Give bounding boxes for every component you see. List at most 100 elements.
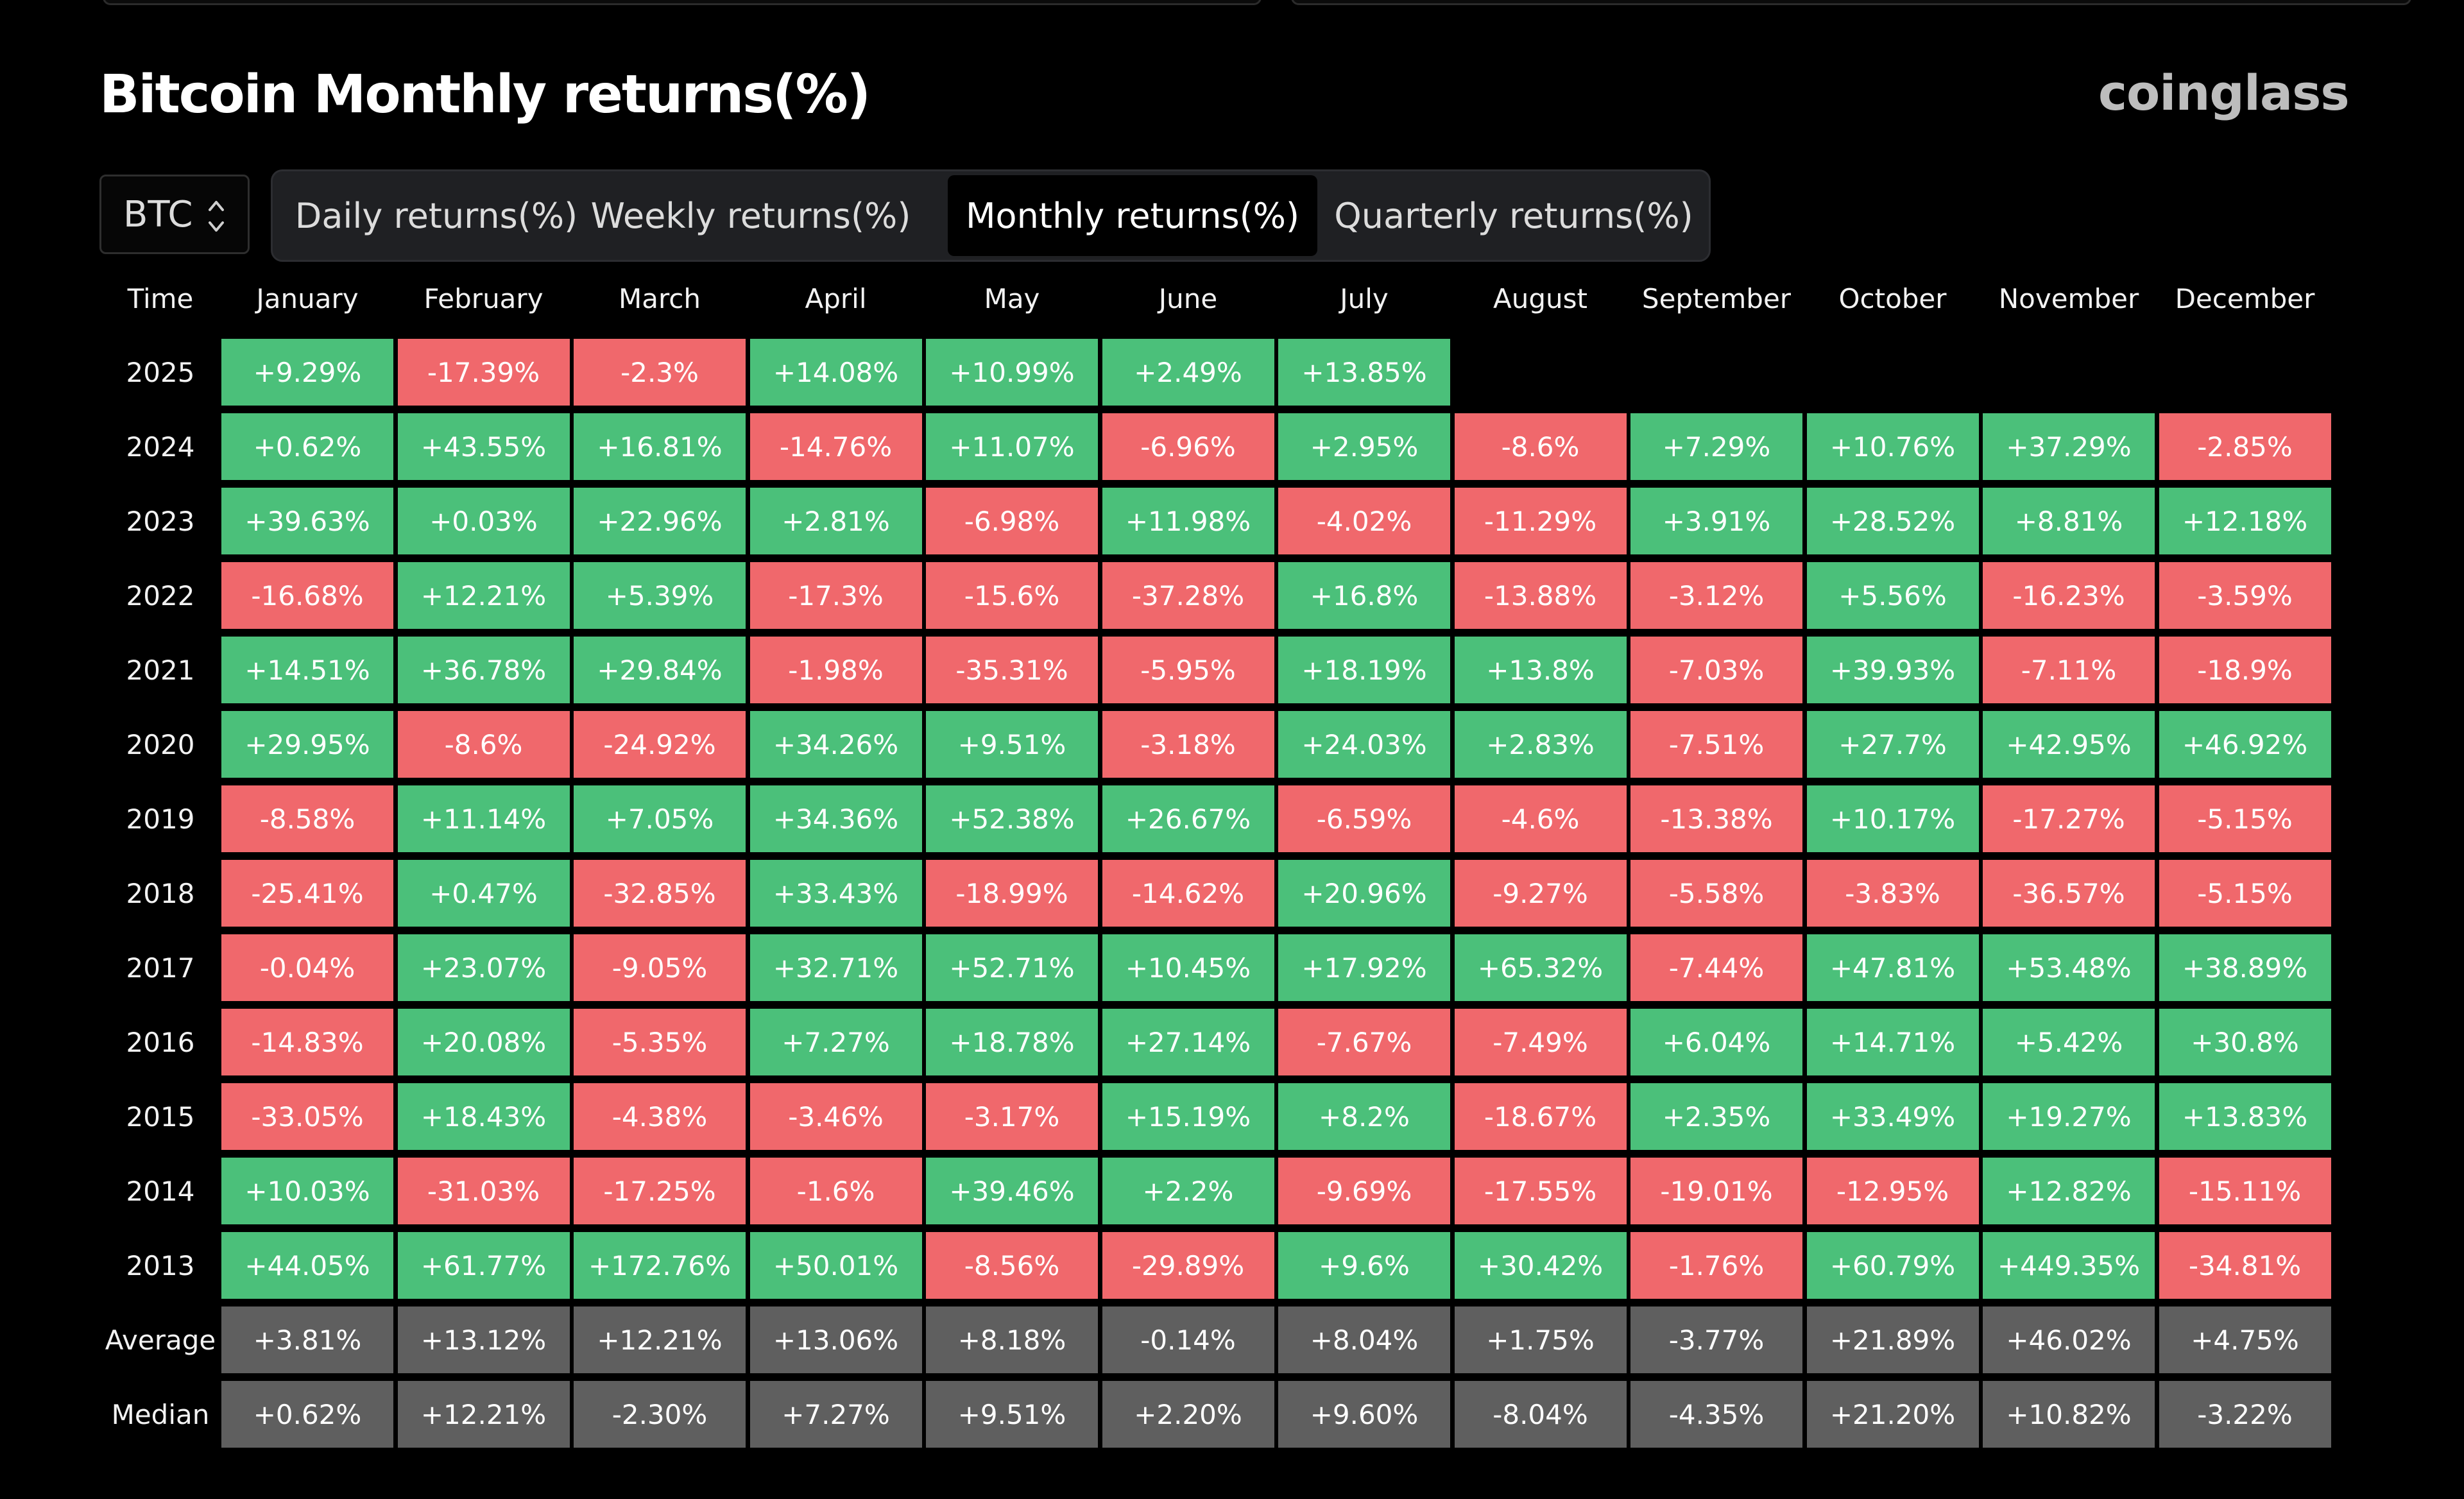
heatmap-cell: +28.52%: [1806, 488, 1979, 554]
heatmap-cell: -25.41%: [221, 860, 393, 927]
heatmap-cell: +52.71%: [926, 934, 1098, 1001]
heatmap-cell: -8.04%: [1454, 1381, 1627, 1448]
heatmap-cell: -12.95%: [1806, 1158, 1979, 1224]
heatmap-cell: +8.81%: [1983, 488, 2155, 554]
heatmap-cell: -7.03%: [1630, 637, 1802, 703]
header-july: July: [1340, 282, 1389, 314]
heatmap-cell: +9.29%: [221, 339, 393, 406]
heatmap-cell: +10.99%: [926, 339, 1098, 406]
header-february: February: [424, 282, 543, 314]
row-label-2017: 2017: [126, 952, 195, 984]
heatmap-cell: -29.89%: [1102, 1232, 1274, 1299]
tab-quarterly[interactable]: Quarterly returns(%): [1334, 195, 1693, 236]
header-time: Time: [127, 282, 194, 314]
heatmap-cell: +16.8%: [1278, 562, 1450, 629]
row-label-2021: 2021: [126, 654, 195, 686]
heatmap-cell: -7.67%: [1278, 1009, 1450, 1075]
heatmap-cell: +39.46%: [926, 1158, 1098, 1224]
heatmap-cell: -32.85%: [574, 860, 746, 927]
heatmap-cell: +3.91%: [1630, 488, 1802, 554]
heatmap-cell: -5.15%: [2159, 860, 2331, 927]
heatmap-cell: -18.99%: [926, 860, 1098, 927]
header-june: June: [1158, 282, 1218, 314]
heatmap-cell: +27.14%: [1102, 1009, 1274, 1075]
heatmap-cell: -3.46%: [749, 1083, 922, 1150]
heatmap-cell: +42.95%: [1983, 711, 2155, 778]
heatmap-cell: +6.04%: [1630, 1009, 1802, 1075]
heatmap-cell: +2.20%: [1102, 1381, 1274, 1448]
heatmap-cell: +10.82%: [1983, 1381, 2155, 1448]
heatmap-cell: +30.8%: [2159, 1009, 2331, 1075]
heatmap-cell: -13.38%: [1630, 785, 1802, 852]
tab-weekly[interactable]: Weekly returns(%): [590, 195, 911, 236]
heatmap-cell: +7.27%: [749, 1381, 922, 1448]
heatmap-cell: -17.39%: [397, 339, 570, 406]
heatmap-cell: -35.31%: [926, 637, 1098, 703]
row-label-2022: 2022: [126, 579, 195, 612]
heatmap-cell: -4.38%: [574, 1083, 746, 1150]
brand-logo: coinglass: [2098, 64, 2350, 121]
heatmap-cell: -24.92%: [574, 711, 746, 778]
heatmap-cell: -0.14%: [1102, 1306, 1274, 1373]
heatmap-cell: +7.27%: [749, 1009, 922, 1075]
heatmap-cell: +13.06%: [749, 1306, 922, 1373]
heatmap-cell: +10.45%: [1102, 934, 1274, 1001]
heatmap-cell: +21.20%: [1806, 1381, 1979, 1448]
heatmap-cell: +7.05%: [574, 785, 746, 852]
heatmap-cell: +17.92%: [1278, 934, 1450, 1001]
heatmap-cell: +9.6%: [1278, 1232, 1450, 1299]
row-label-2020: 2020: [126, 728, 195, 760]
page-title: Bitcoin Monthly returns(%): [99, 64, 871, 125]
heatmap-cell: -2.30%: [574, 1381, 746, 1448]
heatmap-cell: +8.18%: [926, 1306, 1098, 1373]
heatmap-cell: -3.77%: [1630, 1306, 1802, 1373]
heatmap-cell: -14.83%: [221, 1009, 393, 1075]
heatmap-cell: +33.49%: [1806, 1083, 1979, 1150]
heatmap-cell: +15.19%: [1102, 1083, 1274, 1150]
tab-monthly[interactable]: Monthly returns(%): [948, 175, 1317, 256]
heatmap-cell: +2.81%: [749, 488, 922, 554]
heatmap-cell: -2.3%: [574, 339, 746, 406]
heatmap-cell: +10.03%: [221, 1158, 393, 1224]
heatmap-cell: +34.36%: [749, 785, 922, 852]
header-november: November: [1998, 282, 2139, 314]
heatmap-cell: +172.76%: [574, 1232, 746, 1299]
tab-daily[interactable]: Daily returns(%): [295, 195, 578, 236]
heatmap-cell: -37.28%: [1102, 562, 1274, 629]
heatmap-cell: -31.03%: [397, 1158, 570, 1224]
heatmap-cell: +0.47%: [397, 860, 570, 927]
heatmap-cell: +13.8%: [1454, 637, 1627, 703]
heatmap-cell: +12.21%: [397, 562, 570, 629]
heatmap-cell: +11.14%: [397, 785, 570, 852]
heatmap-cell: -1.6%: [749, 1158, 922, 1224]
row-label-2016: 2016: [126, 1026, 195, 1058]
heatmap-cell: +29.84%: [574, 637, 746, 703]
heatmap-cell: +20.08%: [397, 1009, 570, 1075]
heatmap-cell: -14.76%: [749, 413, 922, 480]
heatmap-cell: -34.81%: [2159, 1232, 2331, 1299]
heatmap-cell: +12.82%: [1983, 1158, 2155, 1224]
heatmap-cell: +9.51%: [926, 711, 1098, 778]
heatmap-cell: +30.42%: [1454, 1232, 1627, 1299]
heatmap-cell: +23.07%: [397, 934, 570, 1001]
heatmap-cell: +24.03%: [1278, 711, 1450, 778]
heatmap-cell: +65.32%: [1454, 934, 1627, 1001]
heatmap-cell: +43.55%: [397, 413, 570, 480]
heatmap-cell: +29.95%: [221, 711, 393, 778]
heatmap-cell: -36.57%: [1983, 860, 2155, 927]
heatmap-cell: -15.11%: [2159, 1158, 2331, 1224]
heatmap-cell: -5.95%: [1102, 637, 1274, 703]
chevron-up-down-icon: [209, 201, 224, 232]
coin-select[interactable]: BTC: [99, 175, 250, 254]
heatmap-cell: +18.43%: [397, 1083, 570, 1150]
top-card-right: [1291, 0, 2411, 5]
heatmap-cell: -9.69%: [1278, 1158, 1450, 1224]
row-label-2025: 2025: [126, 356, 195, 388]
top-card-left: [103, 0, 1262, 5]
heatmap-cell: -8.6%: [397, 711, 570, 778]
heatmap-cell: +2.49%: [1102, 339, 1274, 406]
heatmap-cell: -8.56%: [926, 1232, 1098, 1299]
heatmap-cell: +22.96%: [574, 488, 746, 554]
heatmap-cell: +10.17%: [1806, 785, 1979, 852]
heatmap-cell: -17.3%: [749, 562, 922, 629]
